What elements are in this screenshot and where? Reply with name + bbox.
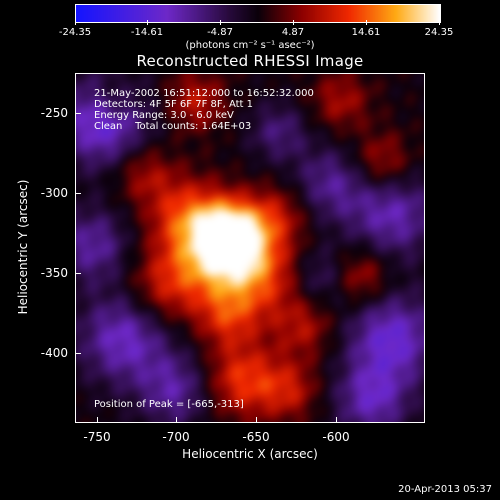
y-tick-label: -300 [40, 186, 68, 200]
x-tick-label: -600 [322, 430, 350, 444]
y-tick-mark [75, 113, 81, 114]
info-time-range: 21-May-2002 16:51:12.000 to 16:52:32.000 [94, 88, 314, 99]
peak-position: Position of Peak = [-665,-313] [94, 399, 244, 410]
timestamp-footer: 20-Apr-2013 05:37 [398, 484, 492, 495]
y-tick-label: -350 [40, 266, 68, 280]
x-tick-label: -700 [162, 430, 190, 444]
info-detectors: Detectors: 4F 5F 6F 7F 8F, Att 1 [94, 99, 254, 110]
y-tick-label: -400 [40, 346, 68, 360]
x-tick-label: -750 [83, 430, 111, 444]
colorbar [75, 4, 441, 23]
x-tick-mark [336, 417, 337, 423]
colorbar-tick-mark [366, 20, 367, 25]
x-tick-mark [256, 417, 257, 423]
y-axis-label: Heliocentric Y (arcsec) [16, 179, 30, 315]
colorbar-gradient [76, 5, 440, 22]
reconstructed-image [76, 74, 424, 422]
y-tick-mark [75, 353, 81, 354]
colorbar-tick-label: -14.61 [130, 27, 164, 38]
info-counts: Clean Total counts: 1.64E+03 [94, 121, 252, 132]
colorbar-tick-mark [293, 20, 294, 25]
image-frame: 21-May-2002 16:51:12.000 to 16:52:32.000… [75, 73, 425, 423]
colorbar-tick-label: -24.35 [58, 27, 92, 38]
colorbar-tick-label: 14.61 [351, 27, 381, 38]
x-tick-label: -650 [242, 430, 270, 444]
x-tick-mark [176, 417, 177, 423]
colorbar-tick-label: -4.87 [207, 27, 233, 38]
colorbar-tick-mark [147, 20, 148, 25]
image-title: Reconstructed RHESSI Image [136, 52, 364, 70]
colorbar-tick-label: 24.35 [424, 27, 454, 38]
y-tick-label: -250 [40, 106, 68, 120]
colorbar-units: (photons cm⁻² s⁻¹ asec⁻²) [185, 40, 315, 51]
x-tick-mark [97, 417, 98, 423]
y-tick-mark [75, 273, 81, 274]
info-energy-range: Energy Range: 3.0 - 6.0 keV [94, 110, 234, 121]
colorbar-tick-mark [439, 20, 440, 25]
x-axis-label: Heliocentric X (arcsec) [182, 447, 318, 461]
colorbar-tick-label: 4.87 [281, 27, 305, 38]
y-tick-mark [75, 193, 81, 194]
colorbar-tick-mark [220, 20, 221, 25]
colorbar-tick-mark [75, 20, 76, 25]
